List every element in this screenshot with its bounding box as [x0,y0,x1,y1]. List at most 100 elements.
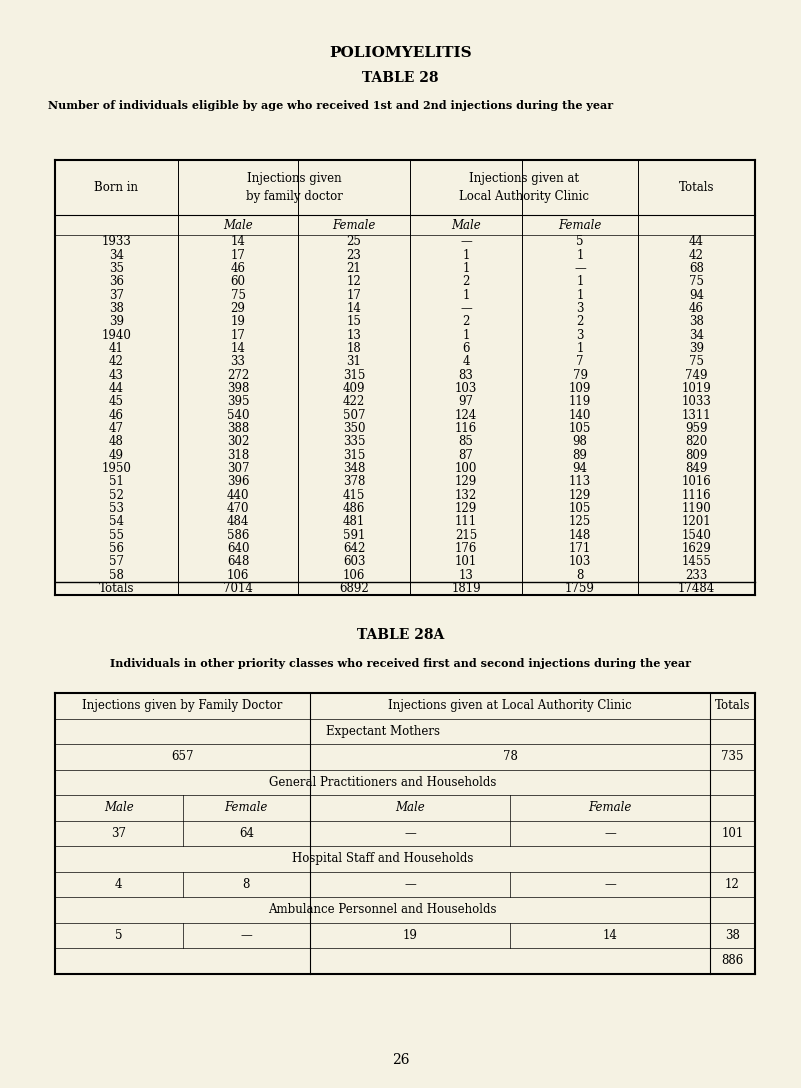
Text: Totals: Totals [99,582,135,595]
Text: 1: 1 [576,288,584,301]
Text: 1019: 1019 [682,382,711,395]
Text: 106: 106 [227,569,249,581]
Text: 1116: 1116 [682,489,711,502]
Text: 48: 48 [109,435,124,448]
Text: 315: 315 [343,369,365,382]
Text: 148: 148 [569,529,591,542]
Text: 18: 18 [347,342,361,355]
Text: 105: 105 [569,502,591,515]
Text: 959: 959 [685,422,708,435]
Text: 4: 4 [115,878,123,891]
Text: 3: 3 [576,329,584,342]
Text: 1: 1 [462,262,469,275]
Text: 42: 42 [109,355,124,368]
Text: 603: 603 [343,555,365,568]
Text: 23: 23 [347,248,361,261]
Text: 820: 820 [686,435,707,448]
Text: 46: 46 [109,408,124,421]
Text: 129: 129 [569,489,591,502]
Text: Injections given at
Local Authority Clinic: Injections given at Local Authority Clin… [459,172,589,203]
Text: 15: 15 [347,316,361,329]
Text: 378: 378 [343,475,365,489]
Text: 14: 14 [602,929,618,942]
Text: 111: 111 [455,515,477,528]
Text: 2: 2 [462,275,469,288]
Text: 124: 124 [455,408,477,421]
Text: 8: 8 [243,878,250,891]
Text: Totals: Totals [678,181,714,194]
Text: 19: 19 [403,929,417,942]
Text: 749: 749 [685,369,708,382]
Text: 75: 75 [689,275,704,288]
Text: 648: 648 [227,555,249,568]
Text: 5: 5 [115,929,123,942]
Text: Injections given
by family doctor: Injections given by family doctor [246,172,343,203]
Text: 2: 2 [462,316,469,329]
Text: 75: 75 [689,355,704,368]
Text: 1: 1 [462,329,469,342]
Text: Number of individuals eligible by age who received 1st and 2nd injections during: Number of individuals eligible by age wh… [48,99,613,111]
Text: 38: 38 [109,301,124,314]
Text: 1016: 1016 [682,475,711,489]
Text: 58: 58 [109,569,124,581]
Text: General Practitioners and Households: General Practitioners and Households [269,776,496,789]
Text: 44: 44 [689,235,704,248]
Text: 5: 5 [576,235,584,248]
Text: 60: 60 [231,275,245,288]
Text: 87: 87 [458,448,473,461]
Text: 34: 34 [689,329,704,342]
Text: 7014: 7014 [223,582,253,595]
Text: 43: 43 [109,369,124,382]
Text: 809: 809 [686,448,708,461]
Text: 125: 125 [569,515,591,528]
Text: —: — [405,878,416,891]
Text: 507: 507 [343,408,365,421]
Text: 415: 415 [343,489,365,502]
Text: 105: 105 [569,422,591,435]
Text: 56: 56 [109,542,124,555]
Text: 14: 14 [347,301,361,314]
Text: 57: 57 [109,555,124,568]
Text: 540: 540 [227,408,249,421]
Text: 398: 398 [227,382,249,395]
Text: 350: 350 [343,422,365,435]
Text: 1933: 1933 [102,235,131,248]
Text: 215: 215 [455,529,477,542]
Text: 89: 89 [573,448,587,461]
Text: 33: 33 [231,355,245,368]
Text: 103: 103 [455,382,477,395]
Text: —: — [604,878,616,891]
Text: 29: 29 [231,301,245,314]
Text: 41: 41 [109,342,124,355]
Text: 272: 272 [227,369,249,382]
Text: 586: 586 [227,529,249,542]
Text: 1540: 1540 [682,529,711,542]
Text: 176: 176 [455,542,477,555]
Text: 34: 34 [109,248,124,261]
Text: 31: 31 [347,355,361,368]
Text: Male: Male [395,801,425,814]
Text: 12: 12 [725,878,740,891]
Text: 109: 109 [569,382,591,395]
Text: 13: 13 [458,569,473,581]
Text: 119: 119 [569,395,591,408]
Text: 4: 4 [462,355,469,368]
Text: 85: 85 [458,435,473,448]
Text: 14: 14 [231,235,245,248]
Text: 37: 37 [111,827,127,840]
Text: 140: 140 [569,408,591,421]
Text: 1311: 1311 [682,408,711,421]
Text: 78: 78 [502,751,517,764]
Text: 886: 886 [722,954,743,967]
Text: 481: 481 [343,515,365,528]
Text: Individuals in other priority classes who received first and second injections d: Individuals in other priority classes wh… [110,657,691,668]
Text: 21: 21 [347,262,361,275]
Text: 64: 64 [239,827,254,840]
Text: —: — [405,827,416,840]
Text: 3: 3 [576,301,584,314]
Text: 1629: 1629 [682,542,711,555]
Text: Totals: Totals [714,700,751,713]
Text: 1759: 1759 [565,582,595,595]
Text: —: — [574,262,586,275]
Text: 17484: 17484 [678,582,715,595]
